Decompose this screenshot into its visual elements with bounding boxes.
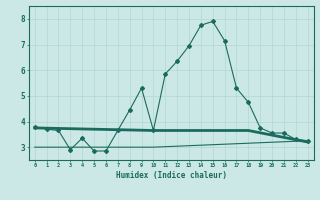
X-axis label: Humidex (Indice chaleur): Humidex (Indice chaleur) <box>116 171 227 180</box>
